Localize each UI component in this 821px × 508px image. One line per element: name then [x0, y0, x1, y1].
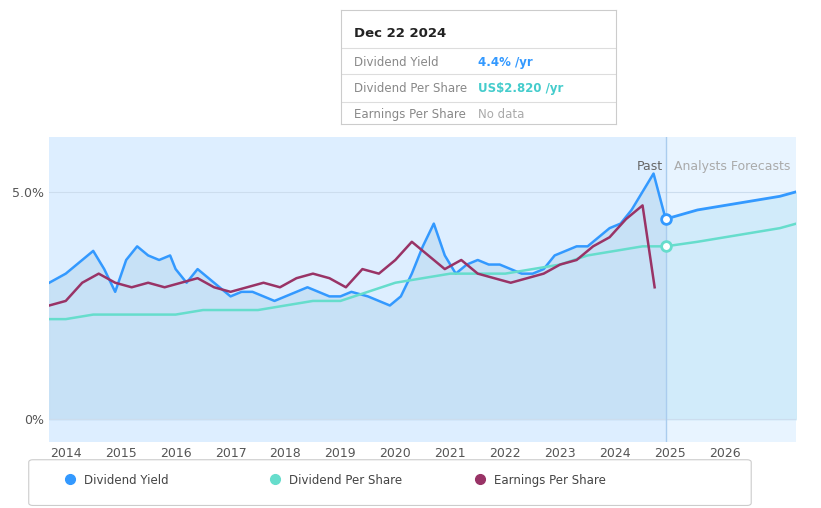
Text: Dividend Yield: Dividend Yield — [84, 473, 168, 487]
Text: No data: No data — [478, 108, 525, 121]
Text: Dividend Yield: Dividend Yield — [355, 56, 439, 69]
Text: Earnings Per Share: Earnings Per Share — [494, 473, 606, 487]
Text: Dividend Per Share: Dividend Per Share — [289, 473, 402, 487]
Text: Earnings Per Share: Earnings Per Share — [355, 108, 466, 121]
Text: Dec 22 2024: Dec 22 2024 — [355, 27, 447, 40]
Text: Dividend Per Share: Dividend Per Share — [355, 82, 468, 95]
Text: 4.4% /yr: 4.4% /yr — [478, 56, 533, 69]
Bar — [666, 137, 796, 442]
Text: Analysts Forecasts: Analysts Forecasts — [674, 160, 791, 173]
Text: Past: Past — [637, 160, 663, 173]
Text: US$2.820 /yr: US$2.820 /yr — [478, 82, 563, 95]
